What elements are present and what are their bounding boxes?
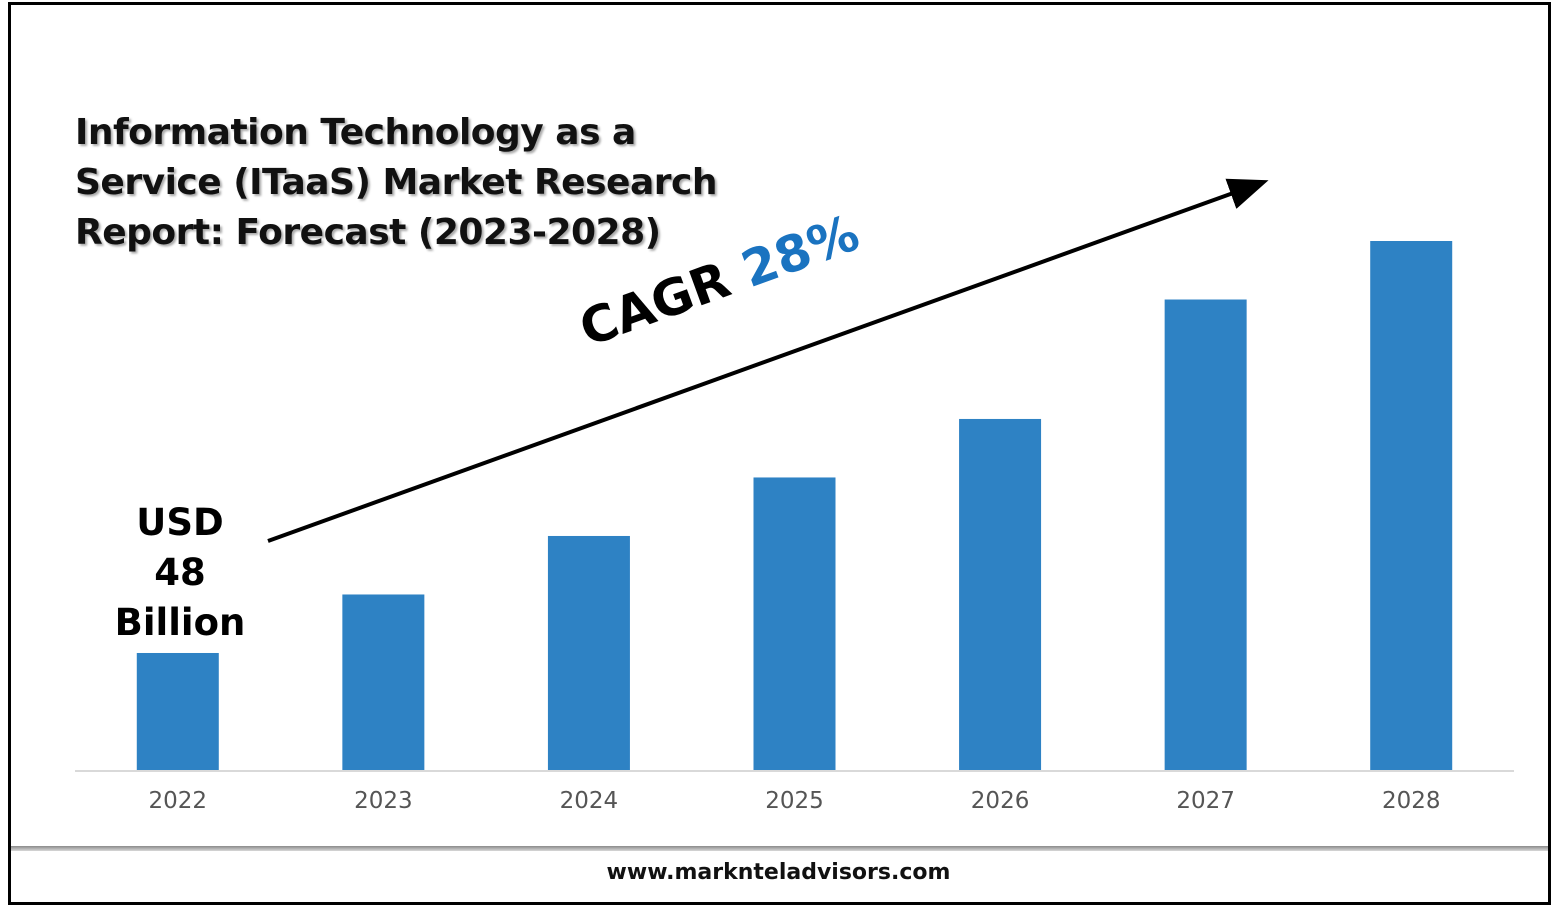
- start-value-label: USD 48 Billion: [100, 498, 260, 648]
- x-tick-label: 2027: [1176, 788, 1235, 814]
- title-line: Service (ITaaS) Market Research: [75, 162, 717, 203]
- title-line: Report: Forecast (2023-2028): [75, 212, 661, 253]
- x-tick-label: 2025: [765, 788, 824, 814]
- bar-2025: [753, 477, 836, 770]
- start-value-currency: USD: [136, 501, 224, 544]
- x-tick-label: 2023: [354, 788, 413, 814]
- bar-2023: [342, 594, 425, 770]
- website-link[interactable]: www.marknteladvisors.com: [606, 860, 951, 885]
- bar-2022: [136, 652, 219, 770]
- start-value-unit: Billion: [114, 601, 246, 644]
- growth-arrow: [267, 178, 1269, 543]
- x-tick-label: 2022: [149, 788, 208, 814]
- start-value-number: 48: [154, 551, 206, 594]
- footer-divider: [11, 846, 1548, 851]
- title-line: Information Technology as a: [75, 112, 636, 153]
- bar-2026: [959, 418, 1042, 770]
- x-tick-label: 2024: [560, 788, 619, 814]
- chart-frame: [8, 2, 1551, 905]
- bar-2028: [1370, 241, 1453, 770]
- chart-title: Information Technology as a Service (ITa…: [75, 108, 717, 258]
- bar-2027: [1164, 299, 1247, 770]
- bar-2024: [547, 535, 630, 770]
- x-tick-label: 2028: [1382, 788, 1441, 814]
- x-tick-label: 2026: [971, 788, 1030, 814]
